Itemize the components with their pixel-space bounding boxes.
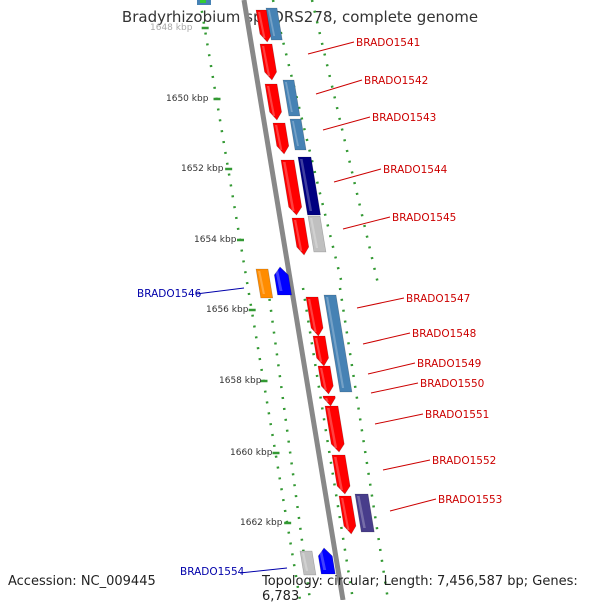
callout-line-1 xyxy=(315,79,363,95)
gene-1541-b-shade xyxy=(262,46,271,76)
callout-line-4 xyxy=(342,216,391,230)
gene-outer-2 xyxy=(282,79,301,117)
gene-1544 xyxy=(280,159,303,216)
callout-line-8 xyxy=(370,382,419,394)
track-boundary-2-1 xyxy=(338,287,390,600)
gene-1554-b-shade xyxy=(319,550,327,570)
gene-1554-a-shade xyxy=(302,553,309,571)
gene-outer-4-shade xyxy=(300,159,313,211)
callout-line-6 xyxy=(362,332,411,345)
gene-label-brado1551[interactable]: BRADO1551 xyxy=(425,409,490,421)
gene-outer-7 xyxy=(354,493,375,533)
callout-line-9 xyxy=(374,413,424,425)
callout-line-12 xyxy=(195,287,245,295)
gene-label-brado1547[interactable]: BRADO1547 xyxy=(406,293,471,305)
gene-1541-a-shade xyxy=(258,12,266,38)
gene-label-brado1554[interactable]: BRADO1554 xyxy=(180,566,245,578)
kbp-tick-1654: 1654 kbp xyxy=(194,235,237,245)
callout-line-2 xyxy=(322,116,371,131)
map-title: Bradyrhizobium sp. ORS278, complete geno… xyxy=(121,8,479,26)
gene-1545 xyxy=(291,217,310,256)
kbp-tick-1650: 1650 kbp xyxy=(166,94,209,104)
gene-1552-shade xyxy=(334,457,343,490)
kbp-tick-1648: 1648 kbp xyxy=(150,23,193,33)
gene-outer-5 xyxy=(307,215,327,253)
callout-line-11 xyxy=(389,498,437,512)
gene-label-brado1549[interactable]: BRADO1549 xyxy=(417,358,482,370)
callout-line-0 xyxy=(307,41,355,55)
gene-label-brado1553[interactable]: BRADO1553 xyxy=(438,494,503,506)
gene-1547-shade xyxy=(308,299,317,332)
callout-line-10 xyxy=(382,459,431,471)
kbp-tick-1656: 1656 kbp xyxy=(206,305,249,315)
gene-outer-6 xyxy=(323,294,353,393)
gene-1548-shade xyxy=(315,338,323,362)
gene-1542-shade xyxy=(267,86,276,116)
gene-1552 xyxy=(331,454,351,495)
gene-label-brado1543[interactable]: BRADO1543 xyxy=(372,112,437,124)
accession-text: Accession: NC_009445 xyxy=(8,574,156,589)
gene-outer-2-shade xyxy=(285,82,293,112)
gene-1553 xyxy=(338,495,357,535)
gene-1553-shade xyxy=(341,498,350,530)
gene-label-brado1552[interactable]: BRADO1552 xyxy=(432,455,497,467)
kbp-tick-1658: 1658 kbp xyxy=(219,376,262,386)
gene-fragment-top-green xyxy=(200,0,206,3)
gene-label-brado1541[interactable]: BRADO1541 xyxy=(356,37,421,49)
gene-1551-shade xyxy=(327,408,338,448)
gene-outer-6-shade xyxy=(326,297,345,388)
kbp-tick-1662: 1662 kbp xyxy=(240,518,283,528)
kbp-tick-1652: 1652 kbp xyxy=(181,164,224,174)
track-boundary-0-0 xyxy=(198,0,302,600)
gene-1546-b xyxy=(274,266,292,296)
kbp-tick-1660: 1660 kbp xyxy=(230,448,273,458)
gene-1550-shade xyxy=(325,398,329,402)
gene-1546-a-shade xyxy=(258,271,265,294)
gene-outer-1 xyxy=(265,7,283,41)
gene-1549 xyxy=(317,365,334,395)
callout-line-13 xyxy=(239,567,288,574)
callout-line-3 xyxy=(333,168,382,183)
gene-label-brado1544[interactable]: BRADO1544 xyxy=(383,164,448,176)
gene-1543 xyxy=(272,122,290,155)
gene-label-brado1545[interactable]: BRADO1545 xyxy=(392,212,457,224)
gene-outer-3-shade xyxy=(292,121,299,146)
gene-1544-shade xyxy=(283,162,295,211)
genome-backbone xyxy=(241,0,346,600)
gene-1554-b xyxy=(318,547,336,575)
callout-line-7 xyxy=(367,362,416,375)
gene-outer-7-shade xyxy=(357,496,366,528)
gene-outer-1-shade xyxy=(268,10,276,36)
gene-label-brado1550[interactable]: BRADO1550 xyxy=(420,378,485,390)
gene-1545-shade xyxy=(294,220,303,251)
gene-1546-b-shade xyxy=(275,269,283,291)
gene-label-brado1542[interactable]: BRADO1542 xyxy=(364,75,429,87)
gene-1543-shade xyxy=(275,125,283,150)
gene-1547 xyxy=(305,296,324,337)
gene-outer-4 xyxy=(297,156,321,216)
gene-outer-3 xyxy=(289,118,307,151)
gene-1548 xyxy=(312,335,329,367)
gene-1546-a xyxy=(255,268,274,299)
gene-outer-5-shade xyxy=(310,218,319,248)
gene-1551 xyxy=(324,405,345,453)
gene-1541-b xyxy=(259,43,277,81)
gene-label-brado1548[interactable]: BRADO1548 xyxy=(412,328,477,340)
gene-1542 xyxy=(264,83,282,121)
gene-label-brado1546[interactable]: BRADO1546 xyxy=(137,288,202,300)
gene-1550 xyxy=(322,395,336,407)
gene-1554-a xyxy=(299,550,317,576)
gene-1549-shade xyxy=(320,368,327,390)
callout-line-5 xyxy=(356,297,405,309)
